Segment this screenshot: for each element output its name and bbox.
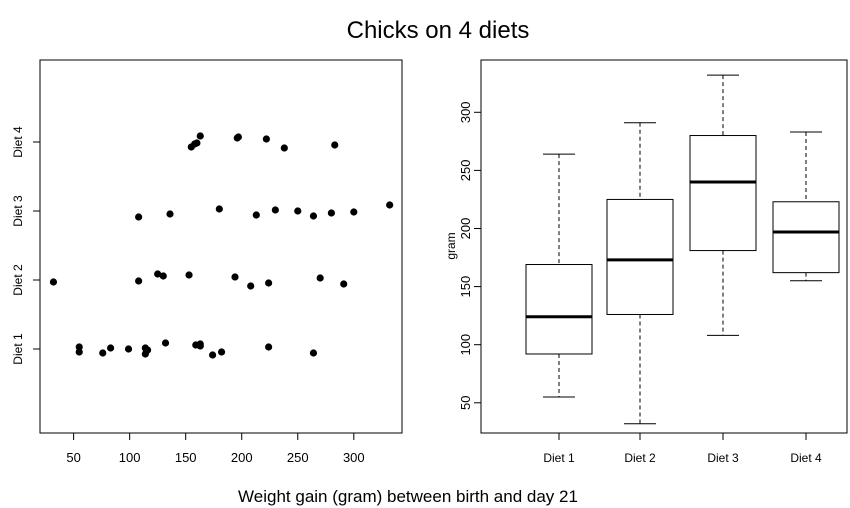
iqr-box [772,201,840,274]
data-point [265,343,273,351]
data-point [161,339,170,347]
data-point [208,351,217,359]
right-y-axis-label: gram [444,232,458,259]
x-tick-label: 100 [119,450,141,465]
data-point [280,144,288,152]
left-x-axis: 50 100 150 200 250 300 [66,433,365,465]
data-point [154,270,162,278]
box-diet-2 [606,122,674,425]
iqr-box [606,198,674,315]
data-point [215,205,223,213]
data-point [75,343,83,351]
x-tick-label: 50 [66,450,80,465]
data-point [340,280,348,288]
data-point [327,209,335,217]
data-point [217,348,226,356]
y-tick-label: Diet 4 [11,126,25,158]
right-y-axis: 50 100 150 200 250 300 [458,101,481,410]
y-tick-label: 50 [458,396,473,410]
x-tick-label: Diet 3 [707,451,739,465]
iqr-box [525,264,593,355]
y-tick-label: 300 [458,101,473,123]
data-point [193,139,201,147]
data-point [159,272,167,280]
data-point [316,274,324,282]
data-point [271,206,279,214]
data-point [350,208,358,216]
data-point [247,282,255,290]
x-tick-label: Diet 4 [790,451,822,465]
data-point [185,271,193,279]
x-tick-label: Diet 2 [624,451,656,465]
y-tick-label: 200 [458,218,473,240]
data-point [49,278,58,286]
boxes [525,74,840,425]
data-point [252,211,260,219]
box-diet-4 [772,131,840,282]
data-point [99,349,107,357]
data-point [135,277,143,285]
data-point [331,141,339,149]
data-point [135,213,143,221]
right-x-axis: Diet 1 Diet 2 Diet 3 Diet 4 [543,433,822,465]
x-tick-label: 200 [231,450,253,465]
left-y-axis: Diet 1 Diet 2 Diet 3 Diet 4 [11,126,40,365]
data-point [196,342,204,350]
data-point [107,344,115,352]
x-tick-label: 300 [343,450,365,465]
x-tick-label: 250 [287,450,309,465]
x-axis-label: Weight gain (gram) between birth and day… [238,487,578,506]
left-points [49,132,394,359]
data-point [294,207,302,215]
y-tick-label: Diet 2 [11,264,25,296]
y-tick-label: 100 [458,334,473,356]
data-point [166,210,174,218]
right-plot-frame [480,59,848,434]
box-diet-1 [525,153,593,398]
y-tick-label: 150 [458,276,473,298]
data-point [386,201,394,209]
data-point [196,132,204,140]
data-point [231,273,239,281]
y-tick-label: Diet 3 [11,195,25,227]
data-point [262,135,270,143]
left-plot-frame [39,59,403,434]
box-diet-3 [689,74,757,336]
y-tick-label: Diet 1 [11,333,25,365]
data-point [309,349,318,357]
y-tick-label: 250 [458,160,473,182]
data-point [124,345,133,353]
data-point [141,344,149,352]
x-tick-label: 150 [175,450,197,465]
x-tick-label: Diet 1 [543,451,575,465]
data-point [234,133,242,141]
data-point [75,348,83,356]
chart-title: Chicks on 4 diets [347,17,530,44]
iqr-box [689,135,757,252]
data-point [309,212,318,220]
data-point [265,279,273,287]
